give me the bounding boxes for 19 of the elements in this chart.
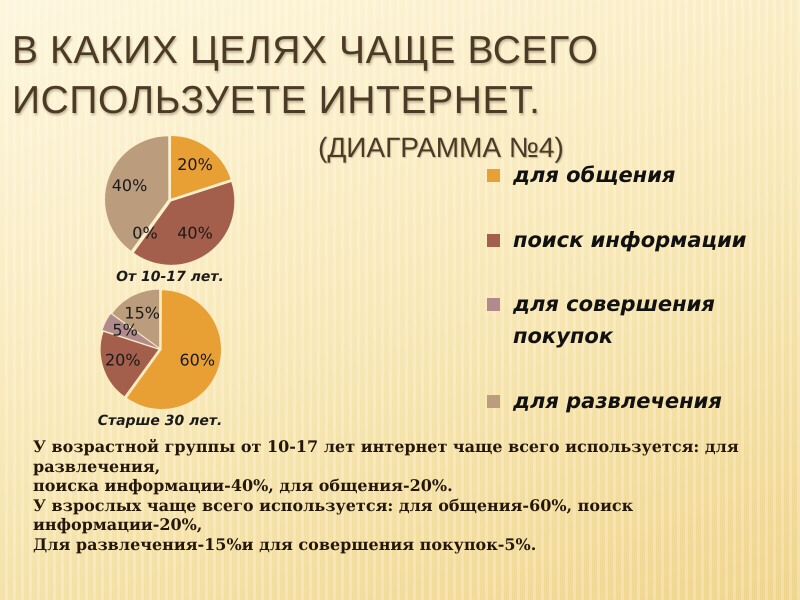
data-label: 20% [177, 154, 213, 174]
data-label: 5% [112, 320, 138, 340]
data-label: 60% [179, 350, 216, 370]
slice-label: От 10-17 лет. [116, 269, 224, 286]
data-label: 15% [124, 303, 160, 322]
data-label: 40% [112, 176, 148, 196]
text: 0% [132, 224, 158, 243]
legend-label: поиск информации [513, 226, 747, 254]
legend-label: для развлечения [513, 388, 722, 415]
data-label: 20% [104, 350, 141, 370]
legend-label: для общения [513, 163, 676, 189]
text: (ДИАГРАММА №4) [318, 132, 564, 164]
text: В КАКИХ ЦЕЛЯХ ЧАЩЕ ВСЕГО ИСПОЛЬЗУЕТЕ ИНТЕРНЕТ. [12, 28, 600, 124]
text: поиска информации-40%, для общения-20%. [33, 476, 454, 496]
data-label: 40% [177, 224, 213, 243]
text: У взрослых чаще всего используется: для общения-60%, поиск информации-20%, [33, 496, 634, 535]
slice-label: Старше 30 лет. [98, 413, 222, 430]
legend-label: для совершения покупок [513, 291, 716, 350]
text: Для развлечения-15%и для совершения покупок-5%. [33, 534, 538, 555]
